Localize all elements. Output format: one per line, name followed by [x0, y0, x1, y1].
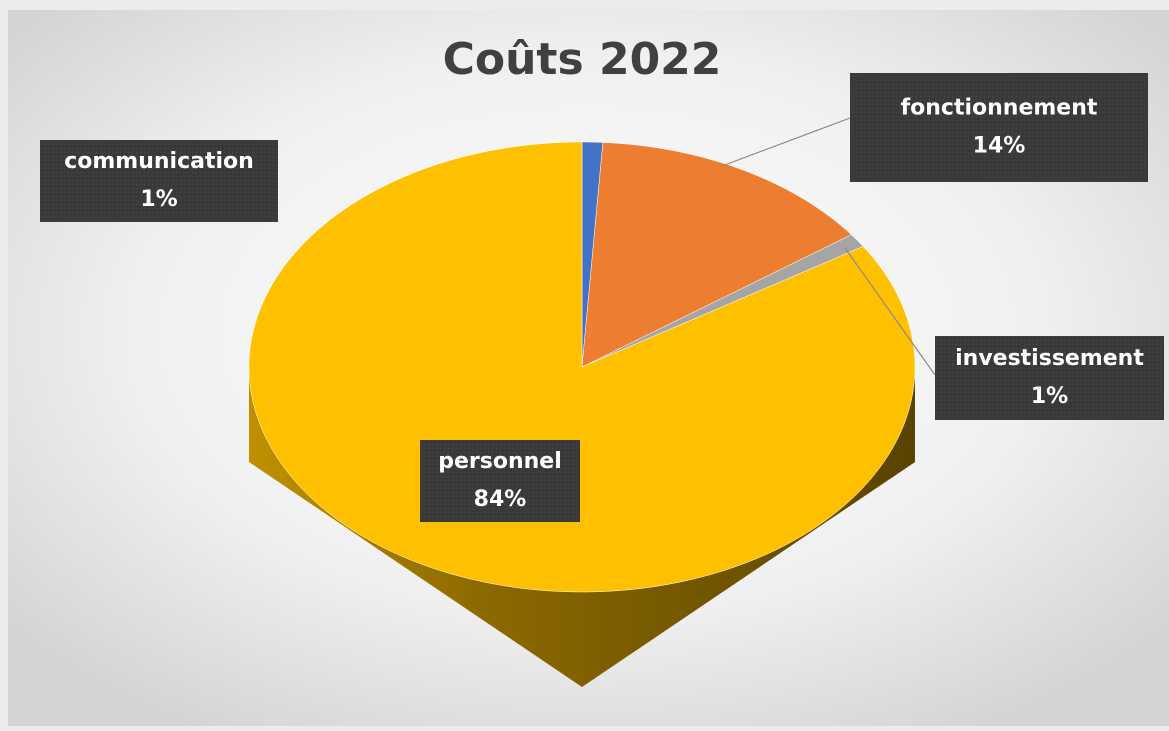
label-box: [935, 336, 1164, 420]
label-value: 1%: [1031, 384, 1068, 409]
labels: communication 1% fonctionnement 14% investis…: [40, 73, 1164, 522]
label-box: [40, 140, 278, 222]
label-box: [420, 440, 580, 522]
slice: [581, 142, 852, 368]
slice-side-shade: [249, 367, 915, 687]
slice: [248, 141, 916, 593]
label-name: fonctionnement: [901, 96, 1098, 121]
label-value: 1%: [140, 187, 177, 212]
pie: [248, 141, 916, 687]
chart-title: Coûts 2022: [443, 34, 722, 85]
label-value: 14%: [973, 134, 1026, 159]
label-value: 84%: [474, 487, 527, 512]
leader-line: [721, 117, 851, 167]
label-name: communication: [64, 149, 254, 174]
label-box: [850, 73, 1148, 182]
label-name: investissement: [955, 346, 1144, 371]
label-name: personnel: [438, 449, 562, 474]
leader-line: [844, 247, 936, 376]
